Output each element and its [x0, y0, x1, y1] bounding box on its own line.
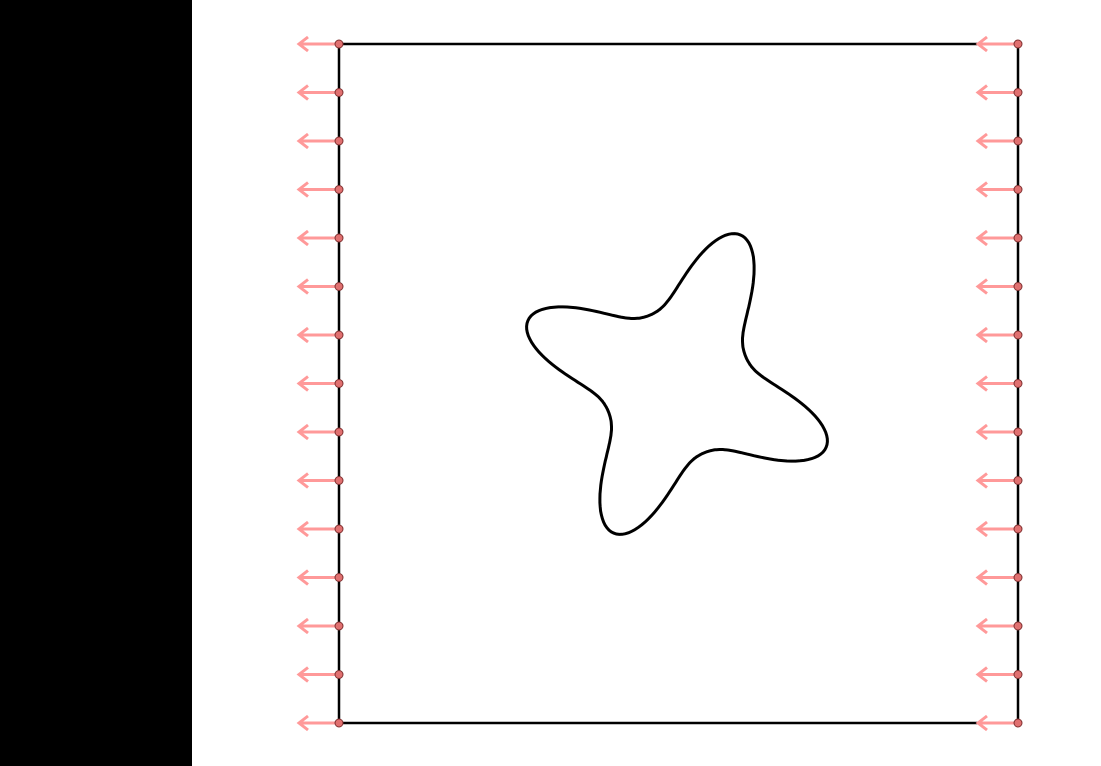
load-arrow-head	[975, 132, 988, 150]
boundary-node	[1013, 233, 1023, 243]
boundary-node	[1013, 670, 1023, 679]
load-arrow-head	[296, 520, 309, 538]
star-hole	[525, 232, 829, 536]
boundary-node	[334, 427, 344, 437]
load-arrow-head	[296, 714, 309, 732]
domain-boundary	[337, 42, 1020, 725]
boundary-node	[1013, 621, 1023, 631]
boundary-node	[334, 136, 344, 146]
boundary-node	[1013, 136, 1023, 146]
load-arrow-head	[296, 35, 309, 53]
boundary-node	[334, 282, 344, 291]
boundary-node	[334, 718, 344, 728]
load-arrow-head	[975, 569, 988, 586]
load-arrow-head	[296, 132, 309, 150]
load-arrow-head	[975, 84, 988, 101]
load-arrow-head	[975, 35, 988, 53]
load-arrow-head	[296, 423, 309, 441]
load-arrow-head	[296, 326, 309, 344]
boundary-node	[1013, 718, 1023, 728]
boundary-node	[1013, 476, 1023, 485]
load-arrow-head	[296, 84, 309, 101]
load-arrow-head	[975, 278, 988, 295]
load-arrow-head	[975, 423, 988, 441]
boundary-loads	[296, 35, 1023, 732]
load-arrow-head	[296, 472, 309, 489]
boundary-node	[334, 670, 344, 679]
boundary-node	[1013, 88, 1023, 97]
boundary-node	[334, 185, 344, 194]
boundary-node	[334, 233, 344, 243]
load-arrow-head	[296, 181, 309, 198]
boundary-node	[334, 330, 344, 340]
load-arrow-head	[296, 617, 309, 635]
boundary-node	[1013, 185, 1023, 194]
boundary-node	[1013, 330, 1023, 340]
boundary-node	[334, 476, 344, 485]
load-arrow-head	[975, 229, 988, 247]
boundary-node	[1013, 39, 1023, 49]
load-arrow-head	[975, 181, 988, 198]
load-arrow-head	[975, 326, 988, 344]
load-arrow-head	[975, 617, 988, 635]
boundary-node	[334, 621, 344, 631]
load-arrow-head	[975, 375, 988, 392]
load-arrow-head	[975, 520, 988, 538]
load-arrow-head	[296, 375, 309, 392]
boundary-node	[334, 573, 344, 582]
boundary-node	[1013, 524, 1023, 534]
load-arrow-head	[975, 472, 988, 489]
load-arrow-head	[296, 278, 309, 295]
boundary-node	[334, 524, 344, 534]
boundary-node	[1013, 427, 1023, 437]
boundary-node	[1013, 573, 1023, 582]
boundary-node	[334, 88, 344, 97]
boundary-node	[1013, 379, 1023, 388]
load-arrow-head	[975, 714, 988, 732]
boundary-node	[1013, 282, 1023, 291]
load-arrow-head	[975, 666, 988, 683]
load-arrow-head	[296, 569, 309, 586]
side-panel	[0, 0, 192, 766]
load-arrow-head	[296, 666, 309, 683]
load-arrow-head	[296, 229, 309, 247]
boundary-node	[334, 379, 344, 388]
boundary-node	[334, 39, 344, 49]
